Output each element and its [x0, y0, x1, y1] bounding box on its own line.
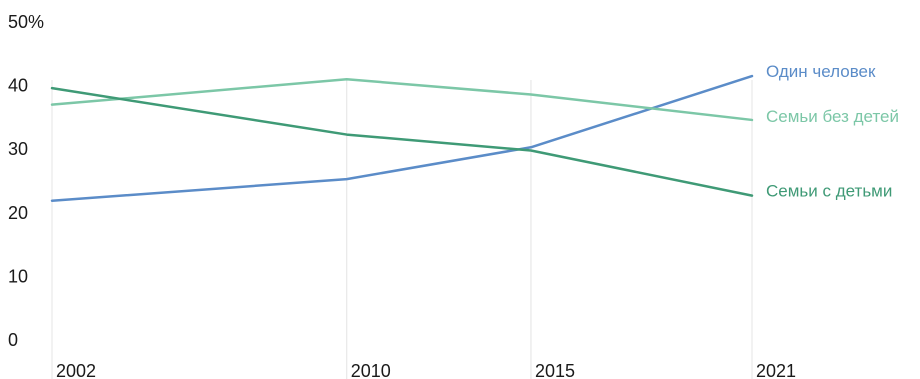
y-tick-label: 30: [8, 139, 28, 159]
series-label-1: Семьи без детей: [766, 107, 899, 126]
series-label-2: Семьи с детьми: [766, 182, 892, 201]
x-tick-label: 2002: [56, 361, 96, 379]
y-tick-label: 0: [8, 330, 18, 350]
grid-lines: [51, 80, 753, 379]
series-lines: [50, 74, 754, 202]
series-line-0: [50, 74, 754, 202]
y-tick-label: 20: [8, 203, 28, 223]
y-tick-label: 40: [8, 76, 28, 96]
y-tick-label: 50%: [8, 12, 44, 32]
x-axis-labels: 2002 2010 2015 2021: [56, 361, 796, 379]
series-labels: Один человек Семьи без детей Семьи с детьм…: [766, 62, 899, 201]
series-label-0: Один человек: [766, 62, 876, 81]
x-tick-label: 2021: [756, 361, 796, 379]
series-line-1: [50, 77, 754, 122]
y-tick-label: 10: [8, 266, 28, 286]
y-axis-labels: 0 10 20 30 40 50%: [8, 12, 44, 350]
x-tick-label: 2015: [535, 361, 575, 379]
x-tick-label: 2010: [351, 361, 391, 379]
series-line-2: [50, 86, 754, 197]
